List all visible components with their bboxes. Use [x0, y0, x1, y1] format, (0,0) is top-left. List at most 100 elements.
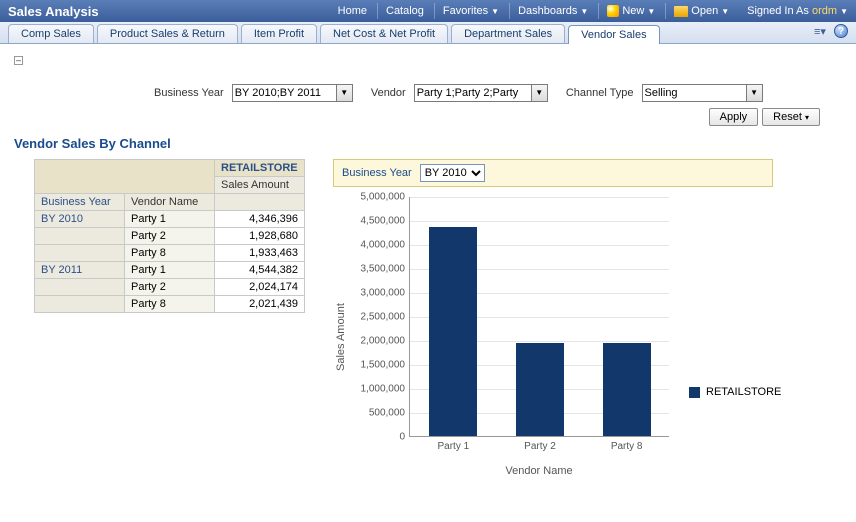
chart-y-tick: 2,500,000: [349, 312, 405, 323]
top-nav: Home Catalog Favorites ▼ Dashboards ▼ Ne…: [330, 3, 737, 19]
cell-vendor: Party 2: [125, 279, 215, 296]
top-bar: Sales Analysis Home Catalog Favorites ▼ …: [0, 0, 856, 22]
cell-year[interactable]: BY 2011: [35, 262, 125, 279]
nav-dashboards-label: Dashboards: [518, 5, 577, 17]
chevron-down-icon: ▼: [491, 7, 499, 16]
cell-vendor: Party 8: [125, 245, 215, 262]
page-options-icon[interactable]: ≡▾: [814, 25, 828, 37]
chart-y-tick: 3,000,000: [349, 288, 405, 299]
tab-product-sales-return[interactable]: Product Sales & Return: [97, 24, 238, 43]
signed-in-user: ordm: [812, 5, 837, 17]
cell-year: [35, 296, 125, 313]
column-business-year[interactable]: Business Year: [35, 194, 125, 211]
column-sales-amount: Sales Amount: [215, 177, 305, 194]
chart-y-tick: 0: [349, 432, 405, 443]
chart-y-tick: 3,500,000: [349, 264, 405, 275]
tab-net-cost-net-profit[interactable]: Net Cost & Net Profit: [320, 24, 448, 43]
open-folder-icon: [674, 6, 688, 17]
chart-x-tick: Party 8: [597, 441, 657, 452]
chart-year-select[interactable]: BY 2010: [420, 164, 485, 182]
dropdown-icon[interactable]: ▼: [747, 84, 763, 102]
reset-button[interactable]: Reset ▾: [762, 108, 820, 126]
chart-y-tick: 1,000,000: [349, 384, 405, 395]
cell-year: [35, 245, 125, 262]
vendor-sales-table: RETAILSTORE Sales Amount Business Year V…: [34, 159, 305, 313]
help-icon[interactable]: ?: [834, 24, 848, 38]
tab-department-sales[interactable]: Department Sales: [451, 24, 565, 43]
cell-amount: 1,933,463: [215, 245, 305, 262]
chart-y-axis-label: Sales Amount: [333, 197, 349, 477]
tab-comp-sales[interactable]: Comp Sales: [8, 24, 94, 43]
reset-label: Reset: [773, 111, 802, 123]
nav-open-label: Open: [691, 5, 718, 17]
chart-bar[interactable]: [516, 343, 564, 436]
vendor-select[interactable]: [414, 84, 532, 102]
chart-filter-label: Business Year: [342, 167, 412, 179]
tab-vendor-sales[interactable]: Vendor Sales: [568, 25, 659, 44]
table-row: BY 2011 Party 1 4,544,382: [35, 262, 305, 279]
chart-y-tick: 2,000,000: [349, 336, 405, 347]
legend-swatch: [689, 387, 700, 398]
chart-x-axis-label: Vendor Name: [409, 465, 669, 477]
table-row: Party 8 2,021,439: [35, 296, 305, 313]
content-area: – Business Year ▼ Vendor ▼ Channel Type …: [0, 44, 856, 487]
nav-favorites-label: Favorites: [443, 5, 488, 17]
cell-amount: 1,928,680: [215, 228, 305, 245]
tab-bar: Comp Sales Product Sales & Return Item P…: [0, 22, 856, 44]
section-title: Vendor Sales By Channel: [14, 136, 842, 151]
tab-item-profit[interactable]: Item Profit: [241, 24, 317, 43]
apply-button[interactable]: Apply: [709, 108, 759, 126]
cell-vendor: Party 2: [125, 228, 215, 245]
collapse-toggle[interactable]: –: [14, 56, 23, 65]
business-year-label: Business Year: [154, 87, 224, 99]
signed-in-prefix: Signed In As: [747, 5, 812, 17]
cell-vendor: Party 1: [125, 262, 215, 279]
cell-year[interactable]: BY 2010: [35, 211, 125, 228]
chevron-down-icon: ▼: [721, 7, 729, 16]
chart-x-tick: Party 2: [510, 441, 570, 452]
nav-new[interactable]: New ▼: [598, 3, 663, 19]
signed-in-as[interactable]: Signed In As ordm ▼: [737, 5, 848, 17]
dropdown-icon[interactable]: ▼: [532, 84, 548, 102]
nav-open[interactable]: Open ▼: [665, 3, 737, 19]
nav-favorites[interactable]: Favorites ▼: [434, 3, 507, 19]
column-blank: [215, 194, 305, 211]
dropdown-icon[interactable]: ▼: [337, 84, 353, 102]
nav-home[interactable]: Home: [330, 3, 375, 19]
table-corner: [35, 160, 215, 194]
chevron-down-icon: ▼: [580, 7, 588, 16]
cell-amount: 2,024,174: [215, 279, 305, 296]
filter-bar: Business Year ▼ Vendor ▼ Channel Type ▼: [154, 84, 842, 102]
cell-amount: 2,021,439: [215, 296, 305, 313]
chart-filter-bar: Business Year BY 2010: [333, 159, 773, 187]
chart-bar[interactable]: [603, 343, 651, 436]
nav-dashboards[interactable]: Dashboards ▼: [509, 3, 596, 19]
nav-new-label: New: [622, 5, 644, 17]
chart-bar[interactable]: [429, 227, 477, 436]
cell-year: [35, 279, 125, 296]
business-year-select[interactable]: [232, 84, 337, 102]
chevron-down-icon: ▼: [647, 7, 655, 16]
vendor-label: Vendor: [371, 87, 406, 99]
chart-body: 0500,0001,000,0001,500,0002,000,0002,500…: [349, 197, 669, 477]
nav-catalog[interactable]: Catalog: [377, 3, 432, 19]
chevron-down-icon: ▼: [840, 7, 848, 16]
new-icon: [607, 5, 619, 17]
cell-vendor: Party 1: [125, 211, 215, 228]
channel-type-label: Channel Type: [566, 87, 634, 99]
cell-amount: 4,346,396: [215, 211, 305, 228]
chart-legend: RETAILSTORE: [689, 307, 781, 477]
chart-y-tick: 500,000: [349, 408, 405, 419]
table-row: Party 2 2,024,174: [35, 279, 305, 296]
column-group-retailstore[interactable]: RETAILSTORE: [215, 160, 305, 177]
table-row: Party 8 1,933,463: [35, 245, 305, 262]
chart-x-tick: Party 1: [423, 441, 483, 452]
chevron-down-icon: ▾: [805, 113, 809, 122]
cell-year: [35, 228, 125, 245]
chart-plot-area: 0500,0001,000,0001,500,0002,000,0002,500…: [409, 197, 669, 437]
cell-amount: 4,544,382: [215, 262, 305, 279]
channel-type-select[interactable]: [642, 84, 747, 102]
table-row: Party 2 1,928,680: [35, 228, 305, 245]
legend-label: RETAILSTORE: [706, 386, 781, 398]
column-vendor-name: Vendor Name: [125, 194, 215, 211]
